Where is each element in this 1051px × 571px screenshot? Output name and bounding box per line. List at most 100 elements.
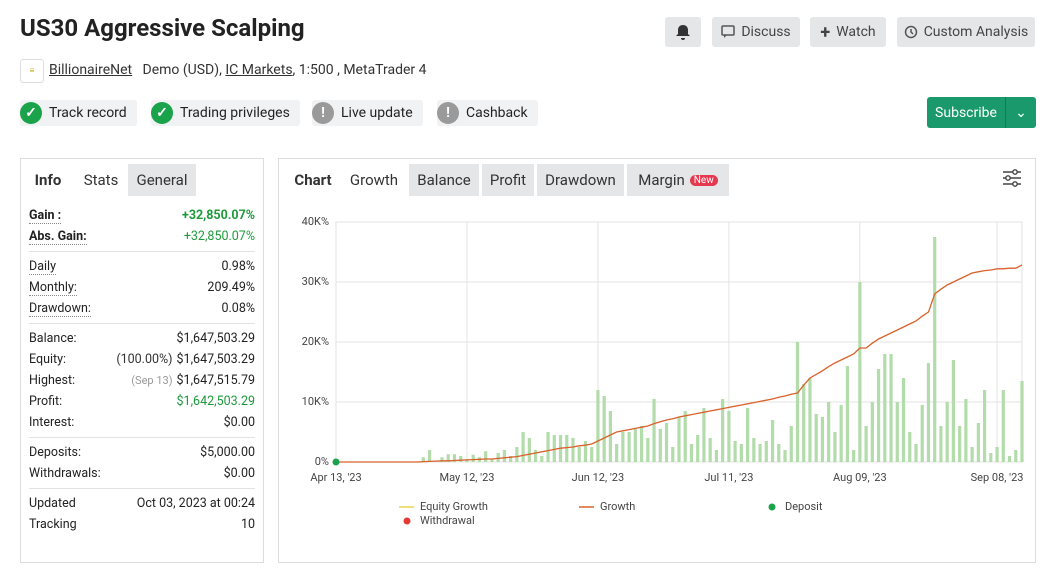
- stats-note: (Sep 13): [131, 374, 173, 387]
- x-tick-label: Aug 09, '23: [833, 471, 887, 484]
- legend-label: Deposit: [785, 500, 823, 513]
- bar: [752, 438, 756, 462]
- badge: ✓ Trading privileges: [151, 100, 300, 126]
- stats-value-wrap: +32,850.07%: [184, 229, 255, 244]
- chart-panel: Chart Growth Balance Profit Drawdown Mar…: [278, 158, 1036, 563]
- new-badge: New: [689, 174, 718, 186]
- bar: [764, 441, 768, 462]
- tab[interactable]: Info: [21, 164, 75, 196]
- stats-rows: Gain : +32,850.07% Abs. Gain: +32,850.07% Da…: [29, 201, 255, 539]
- tab[interactable]: Growth: [341, 164, 407, 196]
- bar: [964, 399, 968, 462]
- discuss-button[interactable]: Discuss: [712, 17, 800, 47]
- subscribe-button[interactable]: Subscribe ⌄: [927, 97, 1036, 128]
- stats-value: $1,642,503.29: [176, 394, 255, 409]
- owner-link[interactable]: BillionaireNet: [49, 62, 133, 78]
- bar: [689, 444, 694, 462]
- bar: [1014, 450, 1018, 462]
- stats-label: Monthly:: [29, 279, 77, 296]
- bar: [664, 423, 669, 462]
- tab[interactable]: Margin New: [627, 164, 729, 196]
- x-tick-label: Sep 08, '23: [971, 471, 1024, 484]
- bar: [671, 447, 675, 462]
- tab[interactable]: Balance: [409, 164, 479, 196]
- stats-value: $1,647,515.79: [176, 373, 255, 388]
- stats-label: Equity:: [29, 352, 67, 367]
- chart-heading: Chart: [285, 164, 341, 196]
- bar: [658, 429, 662, 462]
- bar: [1020, 381, 1024, 462]
- stats-group: Gain : +32,850.07% Abs. Gain: +32,850.07%: [29, 201, 255, 252]
- stats-value-wrap: $0.00: [224, 415, 255, 430]
- stats-label: Drawdown:: [29, 300, 91, 317]
- bar: [895, 402, 899, 462]
- bar: [446, 454, 450, 462]
- bar: [1007, 456, 1012, 462]
- stats-row: Tracking 10: [29, 514, 255, 535]
- bar: [596, 390, 600, 462]
- tab[interactable]: Drawdown: [537, 164, 624, 196]
- stats-label: Tracking: [29, 517, 77, 532]
- bar: [515, 447, 519, 462]
- bar: [590, 447, 594, 462]
- stats-group: Balance: $1,647,503.29 Equity: (100.00%) $1,…: [29, 324, 255, 438]
- bar: [945, 402, 949, 462]
- stats-label: Balance:: [29, 331, 77, 346]
- tab[interactable]: Stats: [75, 164, 127, 196]
- stats-value: 10: [240, 517, 255, 532]
- stats-label: Deposits:: [29, 445, 82, 460]
- bar: [733, 441, 737, 462]
- stats-value: 209.49%: [207, 280, 255, 295]
- bar: [727, 411, 731, 462]
- watch-button[interactable]: + Watch: [810, 17, 886, 47]
- bar: [527, 438, 531, 462]
- bar: [708, 438, 712, 462]
- bar: [970, 447, 974, 462]
- bar: [839, 405, 843, 462]
- stats-group: Daily 0.98% Monthly: 209.49% Drawdown: 0.08%: [29, 252, 255, 324]
- bar: [608, 411, 612, 462]
- page-title: US30 Aggressive Scalping: [20, 14, 305, 42]
- bar: [901, 378, 906, 462]
- bar: [583, 441, 588, 462]
- bar: [982, 390, 987, 462]
- stats-row: Highest: (Sep 13) $1,647,515.79: [29, 370, 255, 391]
- bar: [852, 450, 856, 462]
- stats-value-wrap: 10: [241, 517, 255, 532]
- y-tick-label: 0%: [315, 455, 329, 468]
- bar: [502, 450, 506, 462]
- settings-icon[interactable]: [1001, 167, 1023, 189]
- y-tick-label: 40K%: [302, 215, 329, 228]
- stats-note: (100.00%): [116, 352, 173, 367]
- bar: [989, 453, 993, 462]
- bar: [746, 408, 750, 462]
- bar: [876, 369, 881, 462]
- tab[interactable]: Profit: [482, 164, 534, 196]
- stats-value: $0.00: [223, 466, 255, 481]
- bar: [920, 405, 924, 462]
- button-label: Custom Analysis: [923, 24, 1029, 40]
- bar: [646, 438, 650, 462]
- stats-row: Balance: $1,647,503.29: [29, 328, 255, 349]
- bar: [633, 429, 637, 462]
- stats-value: $0.00: [223, 415, 255, 430]
- stats-value: Oct 03, 2023 at 00:24: [136, 496, 255, 511]
- bar: [577, 447, 581, 462]
- tab[interactable]: General: [128, 164, 196, 196]
- broker-link[interactable]: IC Markets: [225, 62, 293, 78]
- bar: [995, 447, 999, 462]
- stats-row: Withdrawals: $0.00: [29, 463, 255, 484]
- custom-analysis-button[interactable]: Custom Analysis: [897, 17, 1035, 47]
- deposit-dot: [332, 458, 340, 466]
- bar: [565, 435, 569, 462]
- legend-label: Withdrawal: [420, 514, 475, 527]
- bar: [540, 456, 544, 462]
- notify-button[interactable]: [665, 17, 701, 47]
- stats-value-wrap: 0.08%: [221, 301, 255, 316]
- bar: [496, 453, 500, 462]
- bar: [421, 457, 425, 462]
- stats-value: $1,647,503.29: [176, 331, 255, 346]
- bar: [789, 426, 793, 462]
- stats-value-wrap: Oct 03, 2023 at 00:24: [137, 496, 255, 511]
